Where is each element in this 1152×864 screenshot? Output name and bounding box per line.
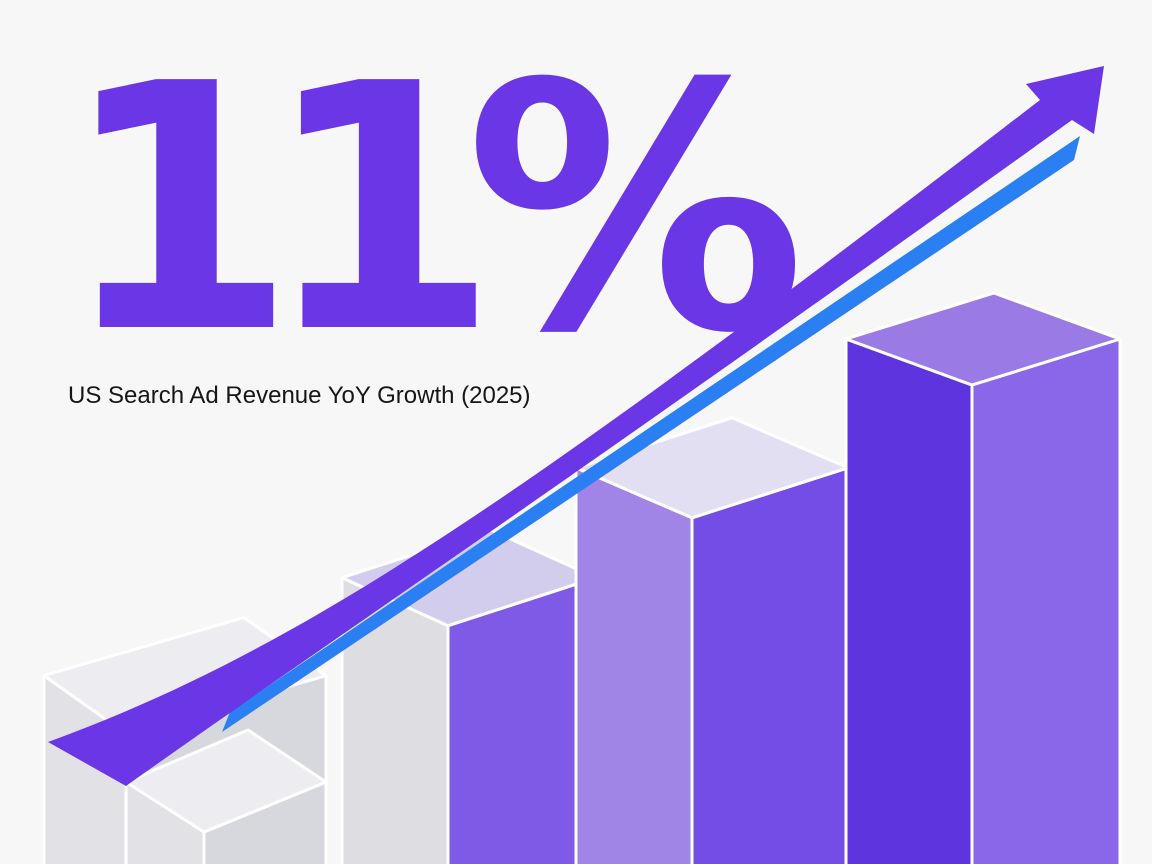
bar-4-top-face xyxy=(844,291,1122,387)
growth-percentage: 11% xyxy=(60,12,806,408)
trend-arrow-shadow xyxy=(222,136,1080,732)
trend-up-arrow-icon xyxy=(48,66,1104,786)
trend-arrow-group xyxy=(48,66,1104,786)
bar-4-right-face xyxy=(970,337,1122,864)
bar-4-left-face xyxy=(844,337,974,864)
chart-subtitle: US Search Ad Revenue YoY Growth (2025) xyxy=(68,382,531,409)
bar-1-front-block xyxy=(124,728,328,864)
bar-2-right-face xyxy=(446,576,598,864)
bar-1-block-top-face xyxy=(124,728,328,834)
bar-4 xyxy=(844,291,1122,864)
bar-3-right-face xyxy=(690,466,850,864)
bar-1-top-face xyxy=(42,616,328,736)
bar-3-left-face xyxy=(574,466,694,864)
bar-3 xyxy=(574,416,850,864)
